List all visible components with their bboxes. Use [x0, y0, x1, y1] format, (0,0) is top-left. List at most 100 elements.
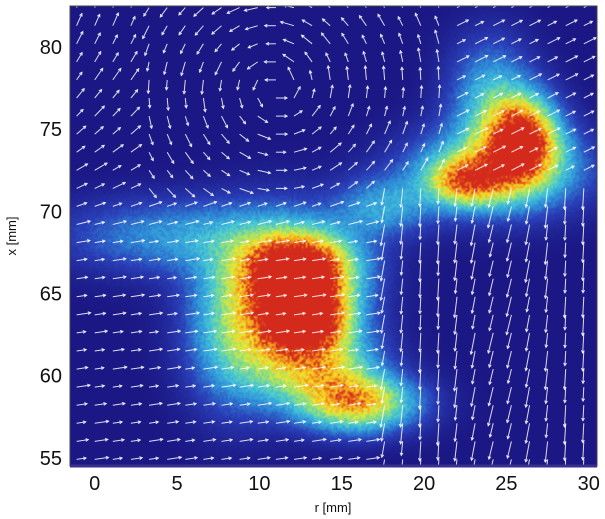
velocity-vector — [167, 202, 177, 207]
velocity-vector-head — [398, 440, 403, 445]
velocity-vector — [76, 349, 87, 352]
velocity-vector-head — [581, 398, 586, 403]
y-axis-ticks: 55 60 65 70 75 80 — [40, 37, 62, 470]
velocity-vector — [547, 37, 560, 45]
velocity-vector-head — [361, 34, 365, 39]
velocity-vector-head — [358, 329, 363, 334]
velocity-vector — [94, 202, 106, 207]
velocity-vector — [511, 163, 525, 171]
velocity-vector — [400, 278, 404, 295]
velocity-vector-head — [191, 193, 196, 198]
velocity-vector-head — [538, 163, 543, 168]
velocity-vector — [330, 457, 342, 460]
velocity-vector-head — [282, 38, 287, 43]
velocity-vector — [112, 402, 125, 406]
velocity-vector-head — [453, 259, 457, 264]
velocity-vector-head — [470, 416, 475, 421]
velocity-vector-head — [562, 220, 567, 225]
velocity-vector-head — [436, 477, 439, 480]
velocity-vector — [366, 202, 377, 207]
velocity-vector — [76, 52, 83, 63]
velocity-vector-head — [247, 44, 252, 49]
velocity-vector — [506, 296, 512, 317]
velocity-vector-head — [224, 124, 229, 129]
velocity-vector — [419, 350, 422, 373]
velocity-vector-head — [574, 73, 579, 77]
velocity-vector — [167, 348, 180, 352]
velocity-vector — [583, 37, 597, 45]
velocity-vector-head — [140, 275, 145, 280]
velocity-vector-head — [317, 104, 321, 109]
velocity-vector — [381, 296, 386, 313]
velocity-vector-head — [544, 417, 549, 422]
velocity-vector — [280, 21, 295, 27]
velocity-vector — [94, 349, 105, 352]
velocity-vector-head — [236, 86, 240, 91]
velocity-vector — [257, 202, 268, 207]
velocity-vector — [311, 183, 324, 189]
velocity-vector — [257, 348, 271, 352]
velocity-vector — [347, 162, 358, 171]
velocity-vector — [203, 439, 216, 442]
velocity-vector-head — [244, 26, 249, 31]
velocity-vector-head — [418, 294, 422, 299]
velocity-vector — [149, 348, 163, 352]
velocity-vector — [347, 143, 356, 153]
velocity-vector — [244, 7, 258, 12]
velocity-vector — [149, 366, 161, 370]
velocity-vector — [380, 260, 386, 281]
velocity-vector — [474, 110, 487, 117]
velocity-vector-head — [203, 108, 207, 113]
velocity-vector-head — [543, 459, 548, 464]
velocity-vector — [488, 188, 494, 208]
velocity-vector-head — [563, 344, 567, 349]
velocity-vector-head — [117, 165, 122, 169]
velocity-vector — [348, 330, 362, 334]
velocity-vector-head — [554, 56, 559, 60]
velocity-vector-head — [177, 365, 182, 370]
velocity-vector — [293, 366, 306, 370]
velocity-vector-head — [506, 274, 510, 279]
velocity-vector-head — [98, 88, 103, 93]
velocity-vector-head — [218, 87, 223, 92]
velocity-vector — [492, 19, 505, 27]
velocity-vector-head — [101, 239, 106, 244]
velocity-vector — [221, 294, 232, 298]
velocity-vector — [321, 32, 331, 45]
velocity-vector — [400, 350, 404, 366]
velocity-vector-head — [301, 220, 306, 225]
velocity-vector-head — [358, 437, 363, 442]
velocity-vector-head — [453, 203, 458, 208]
velocity-vector-head — [121, 401, 126, 406]
velocity-vector — [545, 296, 549, 313]
velocity-vector-head — [100, 125, 104, 130]
velocity-vector — [529, 127, 542, 135]
velocity-vector-head — [399, 204, 403, 209]
velocity-vector — [275, 367, 285, 370]
velocity-vector-head — [487, 422, 491, 427]
velocity-vector-head — [462, 39, 467, 43]
velocity-vector — [257, 220, 272, 225]
velocity-vector-head — [303, 147, 308, 152]
velocity-vector-head — [376, 437, 381, 442]
velocity-vector-head — [192, 420, 197, 424]
velocity-vector — [547, 73, 560, 81]
velocity-vector — [112, 182, 126, 189]
velocity-vector — [471, 188, 476, 207]
velocity-vector — [239, 384, 254, 388]
velocity-vector-head — [354, 420, 359, 425]
velocity-vector-head — [338, 162, 343, 166]
velocity-vector-head — [524, 328, 529, 333]
velocity-vector-head — [505, 331, 509, 336]
velocity-vector-head — [120, 438, 126, 442]
velocity-vector — [275, 420, 290, 424]
velocity-vector — [112, 240, 123, 244]
velocity-vector — [511, 19, 523, 27]
velocity-vector — [94, 183, 105, 189]
velocity-vector — [506, 224, 512, 243]
velocity-vector — [507, 368, 512, 384]
velocity-vector — [312, 402, 325, 406]
velocity-vector — [341, 33, 349, 45]
velocity-vector-head — [505, 239, 510, 244]
velocity-vector — [239, 187, 254, 194]
